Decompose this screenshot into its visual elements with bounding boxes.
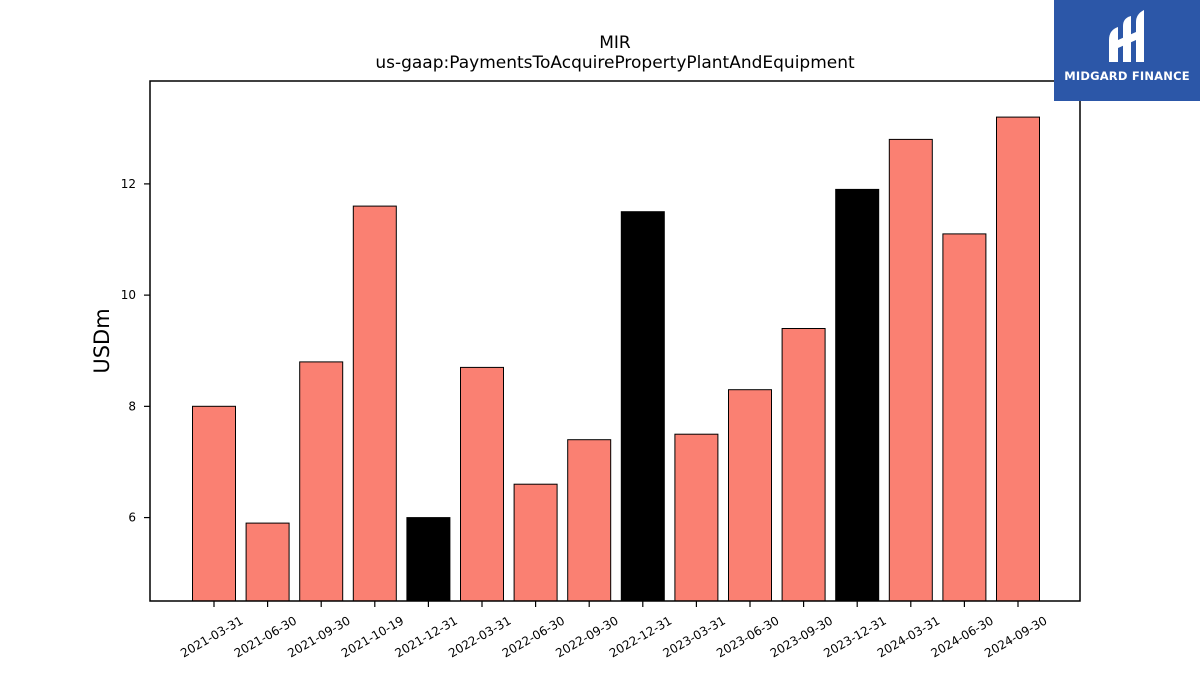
logo-mark-icon (1109, 10, 1144, 62)
bar-2024-09-30 (996, 116, 1040, 602)
logo-text: MIDGARD FINANCE (1064, 69, 1190, 83)
bar-2021-09-30 (299, 361, 344, 602)
bar-2021-03-31 (192, 405, 236, 602)
bar-2021-06-30 (245, 522, 290, 602)
midgard-finance-logo: MIDGARD FINANCE (1054, 0, 1200, 101)
y-axis-label: USDm (90, 308, 114, 373)
bar-2024-06-30 (942, 233, 987, 602)
y-tick-label: 10 (121, 288, 136, 302)
bar-2022-12-31 (620, 211, 665, 602)
y-tick-label: 8 (128, 399, 136, 413)
bars-group (192, 116, 1040, 602)
y-tick-label: 12 (121, 177, 136, 191)
chart-title: MIR (599, 33, 631, 53)
bar-2021-10-19 (352, 205, 397, 602)
plot-frame (149, 80, 1081, 602)
y-tick-label: 6 (128, 511, 136, 525)
bar-2022-09-30 (567, 439, 612, 602)
bar-2022-06-30 (513, 483, 558, 602)
x-axis-ticks: 2021-03-312021-06-302021-09-302021-10-19… (178, 601, 1050, 660)
bar-2023-09-30 (781, 328, 826, 602)
chart-subtitle: us-gaap:PaymentsToAcquirePropertyPlantAn… (375, 53, 855, 73)
bar-2023-06-30 (728, 389, 772, 602)
bar-2022-03-31 (460, 366, 504, 602)
bar-2023-03-31 (674, 433, 719, 602)
bar-2024-03-31 (888, 138, 933, 602)
bar-2021-12-31 (406, 517, 451, 602)
y-axis-ticks: 6 8 10 12 (121, 177, 150, 525)
bar-2023-12-31 (835, 188, 880, 602)
